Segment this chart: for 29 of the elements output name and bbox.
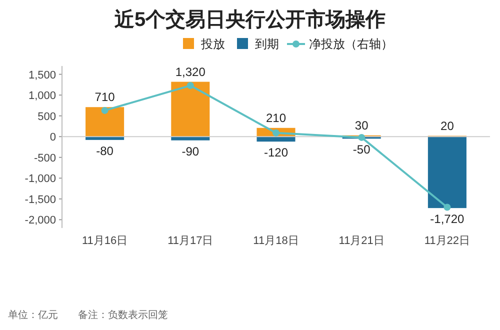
text: 备注：负数表示回笼: [78, 309, 168, 321]
x-tick-label: 11月17日: [168, 235, 214, 247]
x-tick-label: 11月21日: [338, 235, 384, 247]
y-tick-label: -2,000: [24, 214, 56, 227]
data-label: 20: [440, 118, 454, 133]
data-label: -50: [352, 142, 371, 157]
text: 单位：亿元: [8, 309, 58, 321]
y-tick-label: 0: [50, 132, 56, 144]
legend-label: 净投放（右轴）: [309, 37, 393, 51]
y-tick-label: -500: [34, 152, 56, 164]
data-label: 710: [94, 90, 116, 104]
data-label: 210: [266, 110, 286, 125]
data-label: 1,320: [175, 64, 206, 79]
chart-title: 近5个交易日央行公开市场操作: [113, 8, 386, 31]
y-tick-label: 500: [38, 110, 56, 123]
y-tick-label: 1,500: [28, 69, 56, 82]
legend-label: 到期: [255, 37, 279, 51]
y-tick-label: -1,500: [24, 194, 56, 206]
data-label: -80: [96, 144, 114, 158]
x-tick-label: 11月16日: [82, 235, 128, 247]
x-tick-label: 11月18日: [253, 235, 299, 247]
data-label: -120: [264, 146, 288, 160]
x-tick-label: 11月22日: [424, 235, 470, 247]
data-label: -1,720: [430, 212, 465, 226]
data-label: 30: [354, 118, 369, 132]
y-tick-label: -1,000: [24, 173, 56, 186]
y-tick-label: 1,000: [28, 90, 56, 102]
legend-label: 投放: [200, 37, 225, 51]
data-label: -90: [182, 144, 200, 158]
